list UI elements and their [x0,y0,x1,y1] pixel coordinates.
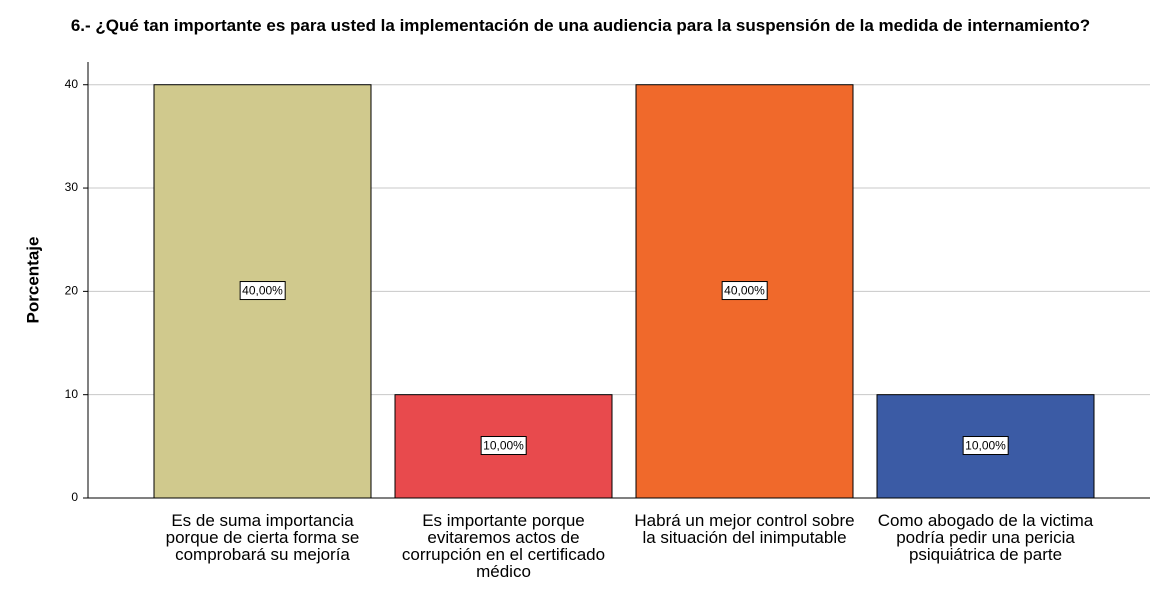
y-tick-label: 0 [71,490,78,504]
value-label-box [962,436,1009,456]
value-label: 10,00% [965,439,1006,453]
value-label-box [480,436,527,456]
x-tick-label: Es importante porque evitaremos actos de… [401,511,606,581]
x-tick-label: Como abogado de la victima podría pedir … [877,511,1094,564]
chart-title: 6.- ¿Qué tan importante es para usted la… [70,16,1091,35]
y-tick-label: 30 [65,180,79,194]
y-axis-label: Porcentaje [23,237,42,324]
value-label-box [721,281,768,301]
y-tick-label: 10 [65,387,79,401]
y-tick-label: 20 [65,284,79,298]
y-tick-label: 40 [65,77,79,91]
x-tick-label: Habrá un mejor control sobre la situació… [634,511,855,547]
value-label-box [239,281,286,301]
value-label: 40,00% [724,284,765,298]
value-label: 10,00% [483,439,524,453]
value-label: 40,00% [242,284,283,298]
x-tick-label: Es de suma importancia porque de cierta … [165,511,360,564]
